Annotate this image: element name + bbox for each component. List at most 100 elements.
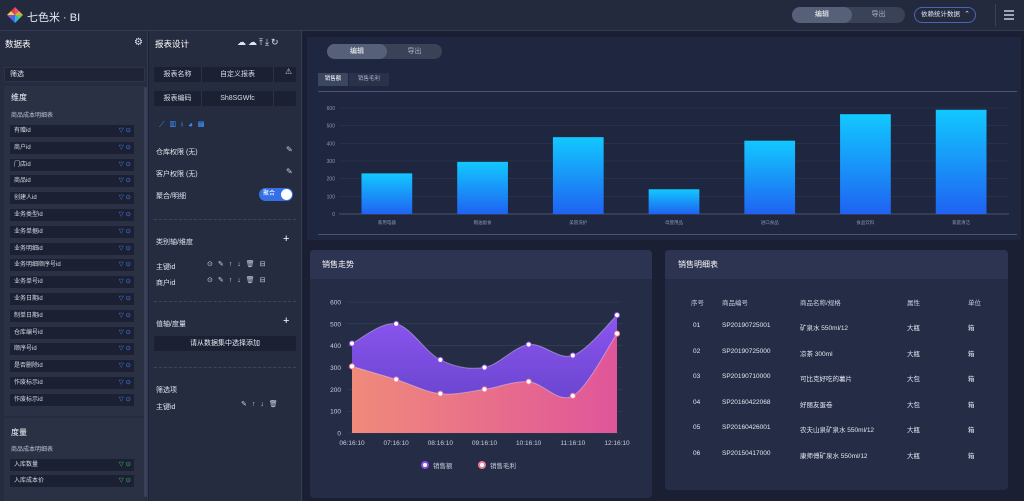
report-code-value[interactable]: Sh8SGWfc (202, 91, 274, 106)
filter-gear-icon[interactable]: ▽ ⊙ (118, 328, 131, 336)
data-point[interactable] (437, 390, 444, 397)
bar[interactable] (361, 173, 413, 214)
download-icon[interactable]: ⤓ (264, 37, 271, 47)
filter-gear-icon[interactable]: ▽ ⊙ (118, 244, 131, 252)
measure-field[interactable]: 入库数量 ▽ ⊙ (10, 459, 134, 471)
data-point[interactable] (348, 363, 356, 370)
data-point[interactable] (437, 356, 444, 363)
cloud-download-icon[interactable]: ☁ (248, 37, 259, 47)
y-tick-label: 600 (330, 300, 341, 307)
bar[interactable] (744, 140, 796, 214)
data-point[interactable] (569, 392, 576, 399)
dimension-field[interactable]: 是否删除id ▽ ⊙ (10, 360, 134, 373)
dimension-field[interactable]: 业务明细id ▽ ⊙ (10, 242, 134, 255)
mode-edit-button[interactable]: 编辑 (792, 7, 852, 23)
dimension-field[interactable]: 商品id ▽ ⊙ (10, 175, 134, 188)
filter-gear-icon[interactable]: ▽ ⊙ (118, 194, 131, 202)
legend-label[interactable]: 销售毛利 (490, 461, 516, 470)
bar[interactable] (457, 161, 508, 214)
filter-gear-icon[interactable]: ▽ ⊙ (118, 160, 131, 168)
dimension-field[interactable]: 作废标示id ▽ ⊙ (10, 377, 134, 389)
data-point[interactable] (569, 352, 576, 359)
menu-icon[interactable] (995, 4, 1019, 26)
dimension-field[interactable]: 仓库编号id ▽ ⊙ (10, 326, 134, 339)
filter-gear-icon[interactable]: ▽ ⊙ (118, 177, 131, 185)
report-name-value[interactable]: 自定义报表 (202, 67, 274, 82)
filter-gear-icon[interactable]: ▽ ⊙ (118, 311, 131, 319)
tab-sales[interactable]: 销售额 (318, 73, 348, 86)
dimension-field[interactable]: 业务单号id ▽ ⊙ (10, 276, 134, 289)
table-cell: 箱 (968, 401, 975, 409)
dimension-field[interactable]: 商户id ▽ ⊙ (10, 141, 134, 154)
filter-gear-icon[interactable]: ▽ ⊙ (118, 461, 131, 468)
upload-icon[interactable]: ⤒ (259, 37, 265, 47)
filter-field[interactable]: 筛选 (4, 67, 145, 82)
filter-gear-icon[interactable]: ▽ ⊙ (118, 379, 131, 386)
filter-gear-icon[interactable]: ▽ ⊙ (118, 278, 131, 286)
data-point[interactable] (348, 340, 356, 347)
bar[interactable] (648, 189, 700, 214)
data-point[interactable] (613, 330, 621, 337)
aggregate-toggle[interactable]: 聚合 (259, 188, 293, 201)
filter-gear-icon[interactable]: ▽ ⊙ (118, 345, 131, 353)
bar-chart-icon[interactable]: ▥ (169, 120, 182, 129)
category-item-ops[interactable]: ⊙✎↑↓🗑⊟ (207, 261, 271, 268)
data-point[interactable] (613, 312, 621, 319)
table-cell: 箱 (968, 350, 975, 358)
filter-gear-icon[interactable]: ▽ ⊙ (118, 261, 131, 269)
filter-gear-icon[interactable]: ▽ ⊙ (118, 295, 131, 302)
dimension-field[interactable]: 业务明细顺序号id ▽ ⊙ (10, 259, 134, 272)
category-item-ops[interactable]: ⊙✎↑↓🗑⊟ (207, 277, 271, 284)
measure-field[interactable]: 入库成本价 ▽ ⊙ (10, 475, 134, 487)
dimension-field[interactable]: 制单日期id ▽ ⊙ (10, 309, 134, 322)
panel-export-button[interactable]: 导出 (407, 48, 422, 55)
pie-chart-icon[interactable]: ◕ (188, 120, 198, 129)
dimension-field[interactable]: 顺序号id ▽ ⊙ (10, 343, 134, 356)
data-point[interactable] (393, 320, 400, 327)
filter-gear-icon[interactable]: ▽ ⊙ (118, 395, 131, 403)
add-measure-icon[interactable]: + (283, 315, 290, 327)
gear-icon[interactable]: ⚙ (134, 37, 143, 48)
data-point[interactable] (481, 386, 488, 393)
line-chart-icon[interactable]: ⟋ (159, 120, 170, 129)
bar[interactable] (935, 109, 987, 214)
panel-edit-button[interactable]: 编辑 (327, 44, 387, 59)
dimension-field[interactable]: 门店id ▽ ⊙ (10, 158, 134, 171)
aggregate-label: 聚合/明细 (156, 193, 186, 200)
sidebar-scrollbar[interactable] (144, 87, 147, 497)
cloud-upload-icon[interactable]: ☁ (237, 37, 248, 47)
filter-gear-icon[interactable]: ▽ ⊙ (118, 362, 131, 370)
combo-chart-icon[interactable]: ⟊ (181, 120, 189, 129)
filter-gear-icon[interactable]: ▽ ⊙ (118, 211, 131, 218)
refresh-icon[interactable]: ↻ (270, 37, 281, 47)
tab-gross-profit[interactable]: 销售毛利 (349, 73, 389, 86)
bar[interactable] (840, 114, 891, 214)
filter-item-ops[interactable]: ✎↑↓🗑 (241, 401, 283, 408)
filter-gear-icon[interactable]: ▽ ⊙ (118, 127, 131, 134)
filter-gear-icon[interactable]: ▽ ⊙ (118, 227, 131, 235)
dimension-field[interactable]: 作废标示id ▽ ⊙ (10, 393, 134, 406)
filter-gear-icon[interactable]: ▽ ⊙ (118, 143, 131, 151)
report-name-label: 报表名称 (154, 67, 202, 82)
mode-toggle: 编辑 导出 (792, 7, 905, 23)
bar[interactable] (552, 137, 604, 214)
edit-pencil-icon[interactable]: ✎ (286, 145, 293, 154)
measure-title: 度量 (11, 428, 27, 437)
add-from-dataset-button[interactable]: 请从数据集中选择添加 (154, 336, 296, 351)
dimension-field[interactable]: 业务日期id ▽ ⊙ (10, 293, 134, 305)
filter-gear-icon[interactable]: ▽ ⊙ (118, 477, 131, 484)
data-dependency-button[interactable]: 依赖统计数据 ⌃ (914, 7, 976, 23)
data-point[interactable] (393, 376, 400, 383)
data-point[interactable] (481, 364, 488, 371)
dimension-field[interactable]: 业务单据id ▽ ⊙ (10, 225, 134, 238)
data-point[interactable] (525, 378, 532, 385)
table-icon[interactable]: ▦ (197, 120, 210, 129)
mode-export-button[interactable]: 导出 (871, 11, 886, 18)
add-category-icon[interactable]: + (283, 233, 290, 245)
legend-label[interactable]: 销售额 (433, 461, 453, 470)
dimension-field[interactable]: 创建人id ▽ ⊙ (10, 192, 134, 205)
data-point[interactable] (525, 341, 532, 348)
dimension-field[interactable]: 业务类型id ▽ ⊙ (10, 209, 134, 221)
edit-pencil-icon[interactable]: ✎ (286, 167, 293, 176)
dimension-field[interactable]: 有赠id ▽ ⊙ (10, 125, 134, 137)
